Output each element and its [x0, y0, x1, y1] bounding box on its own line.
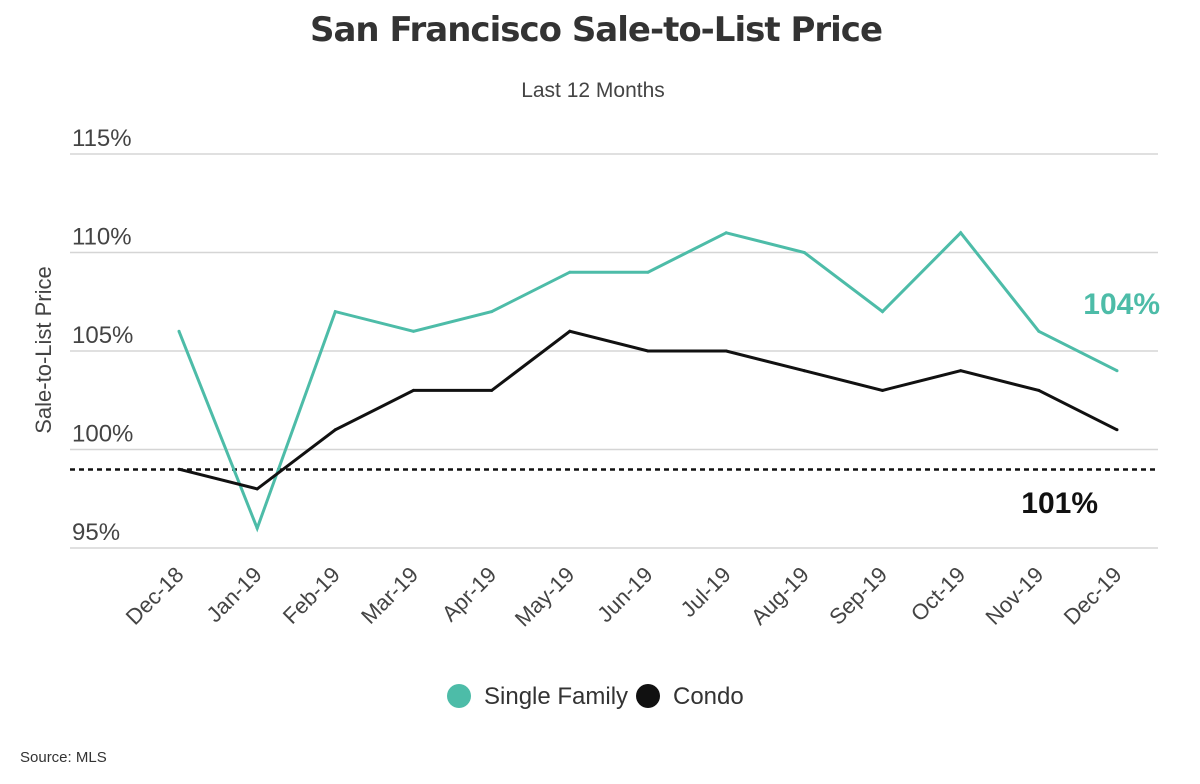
x-tick-label: Feb-19	[278, 562, 345, 629]
data-point	[959, 231, 963, 235]
data-point	[568, 270, 572, 274]
y-tick-label: 95%	[72, 519, 120, 546]
data-point	[412, 388, 415, 392]
data-point	[724, 231, 728, 235]
chart-subtitle: Last 12 Months	[521, 79, 665, 102]
data-point	[959, 369, 963, 373]
legend-marker	[636, 684, 660, 708]
x-tick-label: Nov-19	[981, 562, 1049, 630]
y-tick-label: 100%	[72, 421, 133, 448]
x-tick-label: Dec-18	[121, 562, 189, 630]
data-point	[881, 388, 884, 392]
y-tick-label: 115%	[72, 125, 132, 152]
data-point	[333, 428, 337, 432]
series-line-single-family	[177, 230, 1118, 533]
legend-label: Single Family	[484, 683, 628, 710]
y-tick-label: 110%	[72, 224, 132, 251]
data-point	[333, 310, 337, 314]
x-tick-label: Aug-19	[746, 562, 814, 630]
x-tick-label: Jul-19	[676, 562, 736, 622]
data-point	[412, 329, 415, 333]
y-tick-label: 105%	[72, 322, 133, 349]
data-point	[724, 349, 728, 353]
end-labels: 104% 101%	[1021, 288, 1160, 520]
legend: Single Family Condo	[447, 683, 744, 710]
data-point	[646, 270, 650, 274]
data-point	[490, 388, 494, 392]
data-point	[646, 349, 650, 353]
series-group	[177, 230, 1119, 533]
data-point	[1037, 388, 1041, 392]
data-point	[568, 329, 572, 333]
legend-label: Condo	[673, 683, 744, 710]
data-point	[802, 251, 806, 254]
data-point	[802, 369, 806, 373]
data-point	[255, 526, 259, 530]
legend-marker	[447, 684, 471, 708]
x-tick-label: May-19	[510, 562, 580, 632]
data-point	[1037, 329, 1041, 333]
x-tick-label: Jan-19	[201, 562, 266, 627]
data-point	[881, 310, 884, 314]
x-tick-labels: Dec-18 Jan-19 Feb-19 Mar-19 Apr-19 May-19 Jun-…	[121, 562, 1127, 632]
x-tick-label: Dec-19	[1059, 562, 1127, 630]
y-gridlines	[70, 153, 1158, 549]
x-tick-label: Mar-19	[356, 562, 423, 629]
data-point	[255, 487, 259, 491]
x-tick-label: Apr-19	[437, 562, 501, 626]
data-point	[1115, 428, 1119, 432]
condo-end-label: 101%	[1021, 487, 1098, 520]
x-tick-label: Oct-19	[906, 562, 970, 626]
y-axis-label: Sale-to-List Price	[31, 266, 56, 434]
x-tick-label: Sep-19	[824, 562, 892, 630]
data-point	[177, 329, 181, 333]
source-note: Source: MLS	[20, 749, 107, 766]
y-tick-labels: 95% 100% 105% 110% 115%	[72, 125, 133, 546]
single-family-end-label: 104%	[1083, 288, 1160, 321]
data-point	[1115, 369, 1119, 373]
data-point	[490, 310, 494, 314]
x-tick-label: Jun-19	[592, 562, 657, 627]
data-point	[177, 467, 181, 471]
chart-title: San Francisco Sale-to-List Price	[310, 10, 882, 50]
